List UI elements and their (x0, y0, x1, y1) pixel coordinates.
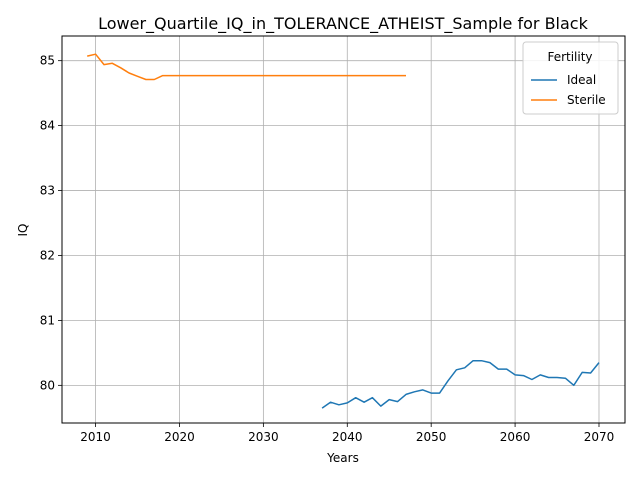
x-tick-label: 2010 (80, 430, 111, 444)
series-line-sterile (87, 53, 406, 81)
legend-label-sterile: Sterile (567, 93, 606, 107)
x-tick-label: 2050 (416, 430, 447, 444)
x-tick-label: 2070 (584, 430, 615, 444)
legend: Fertility Ideal Sterile (522, 41, 619, 115)
x-tick-label: 2030 (248, 430, 279, 444)
x-tick-label: 2020 (164, 430, 195, 444)
legend-label-ideal: Ideal (567, 73, 596, 87)
y-tick-label: 80 (40, 378, 55, 392)
y-tick-label: 82 (40, 248, 55, 262)
y-tick-label: 81 (40, 313, 55, 327)
legend-box (522, 41, 619, 115)
y-tick-label: 83 (40, 184, 55, 198)
x-tick-label: 2060 (500, 430, 531, 444)
x-axis-label: Years (326, 451, 359, 465)
series-line-ideal (321, 359, 600, 409)
legend-title: Fertility (547, 50, 592, 64)
series-layer (87, 53, 600, 409)
chart-title: Lower_Quartile_IQ_in_TOLERANCE_ATHEIST_S… (98, 14, 588, 34)
y-axis-label: IQ (16, 224, 30, 237)
y-tick-label: 84 (40, 119, 55, 133)
plot-frame (61, 35, 626, 424)
x-tick-label: 2040 (332, 430, 363, 444)
grid (62, 36, 625, 423)
y-tick-label: 85 (40, 54, 55, 68)
axis-ticks: 2010 2020 2030 2040 2050 2060 2070 80 81 82 83 84 85 (40, 54, 615, 444)
